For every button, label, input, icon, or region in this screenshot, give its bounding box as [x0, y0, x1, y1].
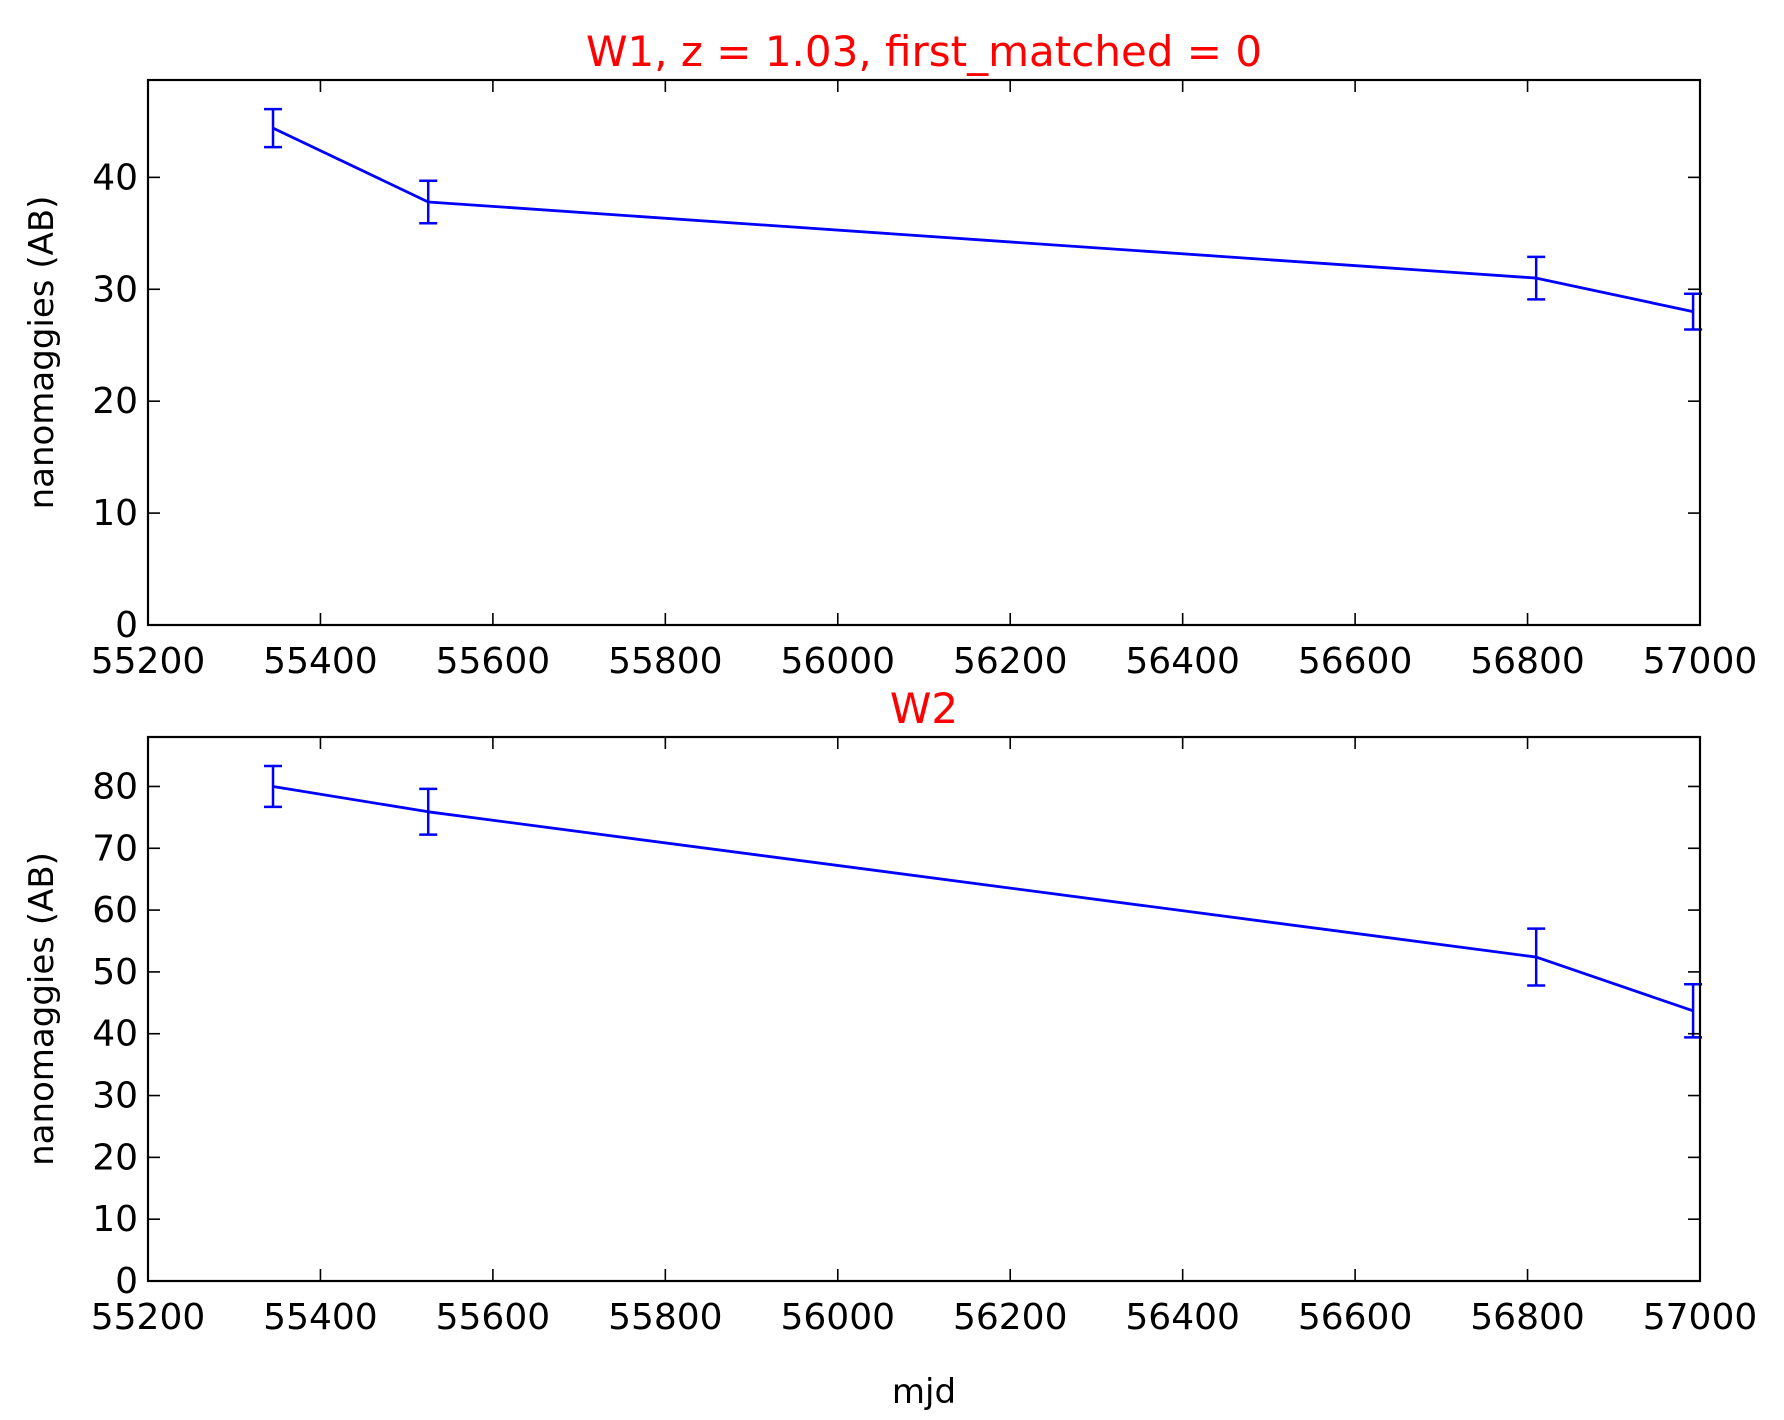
x-tick-label: 56200 [953, 1297, 1068, 1338]
y-tick-label: 70 [92, 828, 138, 869]
y-tick-label: 40 [92, 157, 138, 198]
x-tick-label: 55800 [608, 641, 723, 682]
tick-marks: 55200 55400 55600 55800 56000 56200 56400 56600… [91, 737, 1758, 1338]
y-tick-label: 30 [92, 269, 138, 310]
x-tick-label: 56800 [1470, 1297, 1585, 1338]
axes-frame [146, 735, 1702, 1283]
y-tick-label: 40 [92, 1014, 138, 1055]
y-tick-label: 20 [92, 381, 138, 422]
y-tick-label: 0 [115, 1261, 138, 1302]
x-tick-label: 55200 [91, 1297, 206, 1338]
series-line [272, 126, 1694, 314]
x-tick-label: 57000 [1643, 641, 1758, 682]
x-tick-label: 56400 [1125, 1297, 1240, 1338]
chart-panel-w1: W1, z = 1.03, first_matched = 0 nanomagg… [22, 27, 1757, 682]
x-tick-label: 55800 [608, 1297, 723, 1338]
chart-title: W1, z = 1.03, first_matched = 0 [586, 27, 1262, 76]
x-tick-label: 56800 [1470, 641, 1585, 682]
x-tick-label: 55200 [91, 641, 206, 682]
axes-frame [146, 78, 1702, 627]
y-tick-label: 10 [92, 493, 138, 534]
x-tick-label: 56000 [781, 1297, 896, 1338]
x-tick-label: 56000 [781, 641, 896, 682]
y-tick-label: 30 [92, 1076, 138, 1117]
x-tick-label: 55600 [436, 1297, 551, 1338]
x-axis-label: mjd [892, 1372, 956, 1412]
x-tick-label: 56200 [953, 641, 1068, 682]
y-tick-label: 10 [92, 1199, 138, 1240]
y-axis-label: nanomaggies (AB) [22, 196, 62, 510]
x-tick-label: 55600 [436, 641, 551, 682]
x-tick-label: 55400 [263, 1297, 378, 1338]
y-tick-label: 60 [92, 890, 138, 931]
plot-area [264, 764, 1703, 1039]
x-tick-label: 56400 [1125, 641, 1240, 682]
series-line [272, 785, 1694, 1013]
x-tick-label: 57000 [1643, 1297, 1758, 1338]
tick-marks: 55200 55400 55600 55800 56000 56200 56400 56600… [91, 80, 1758, 682]
x-tick-label: 55400 [263, 641, 378, 682]
chart-title: W2 [890, 684, 958, 733]
y-tick-label: 50 [92, 952, 138, 993]
x-tick-label: 56600 [1298, 641, 1413, 682]
y-axis-label: nanomaggies (AB) [22, 852, 62, 1166]
y-tick-label: 0 [115, 605, 138, 646]
y-tick-label: 20 [92, 1137, 138, 1178]
y-tick-label: 80 [92, 766, 138, 807]
x-tick-label: 56600 [1298, 1297, 1413, 1338]
plot-area [264, 107, 1703, 331]
chart-panel-w2: W2 nanomaggies (AB) mjd 55200 55400 55600 5… [22, 684, 1757, 1412]
